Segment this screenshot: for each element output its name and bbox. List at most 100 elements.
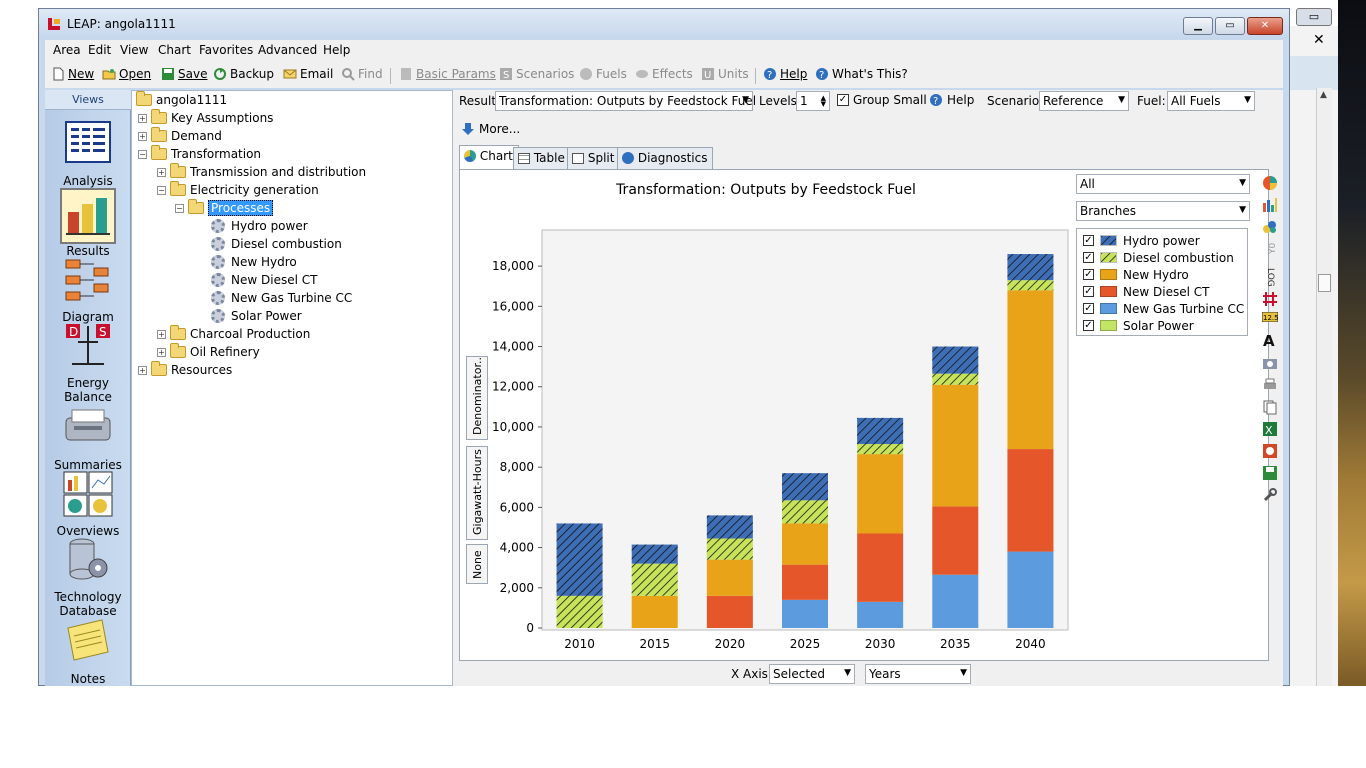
maximize-button[interactable]: ▭ bbox=[1215, 17, 1245, 35]
checkbox-checked-icon[interactable]: ✓ bbox=[1083, 286, 1094, 297]
view-analysis[interactable]: Analysis bbox=[45, 120, 131, 188]
collapse-icon[interactable]: − bbox=[138, 149, 147, 159]
background-window-button[interactable]: ▭ bbox=[1296, 8, 1332, 26]
units-button[interactable]: U Units bbox=[701, 67, 749, 81]
save-button[interactable]: Save bbox=[161, 67, 207, 81]
expand-icon[interactable]: + bbox=[138, 131, 147, 141]
print-icon[interactable] bbox=[1262, 377, 1278, 393]
filter-select-branches[interactable]: Branches ▼ bbox=[1076, 201, 1250, 221]
font-icon[interactable]: A bbox=[1262, 332, 1278, 348]
legend-item-new-diesel-ct[interactable]: ✓ New Diesel CT bbox=[1083, 283, 1209, 300]
y0-axis-icon[interactable]: Y0 bbox=[1262, 241, 1278, 257]
tree-node-processes[interactable]: − Processes bbox=[175, 199, 274, 217]
tab-split[interactable]: Split bbox=[567, 147, 621, 169]
close-icon[interactable]: ✕ bbox=[1313, 32, 1325, 48]
menu-chart[interactable]: Chart bbox=[158, 43, 191, 57]
checkbox-checked-icon[interactable]: ✓ bbox=[1083, 235, 1094, 246]
side-tab-gigawatt-hours[interactable]: Gigawatt-Hours bbox=[466, 446, 488, 540]
bar-segment[interactable] bbox=[706, 595, 753, 628]
levels-stepper[interactable]: 1 ▲ ▼ bbox=[796, 91, 830, 111]
bar-segment[interactable] bbox=[932, 574, 979, 628]
backup-button[interactable]: Backup bbox=[213, 67, 274, 81]
legend-item-hydro-power[interactable]: ✓ Hydro power bbox=[1083, 232, 1200, 249]
menu-view[interactable]: View bbox=[120, 43, 149, 57]
view-summaries[interactable]: Summaries bbox=[45, 404, 131, 472]
fuel-select[interactable]: All Fuels ▼ bbox=[1167, 91, 1255, 111]
tree-node-diesel-combustion[interactable]: Diesel combustion bbox=[211, 235, 342, 253]
checkbox-checked-icon[interactable]: ✓ bbox=[1083, 303, 1094, 314]
log-scale-icon[interactable]: LOG bbox=[1262, 265, 1278, 287]
tree-node-key-assumptions[interactable]: + Key Assumptions bbox=[138, 109, 273, 127]
legend-item-solar-power[interactable]: ✓ Solar Power bbox=[1083, 317, 1194, 334]
excel-export-icon[interactable]: X bbox=[1262, 421, 1278, 437]
xaxis-unit-select[interactable]: Years ▼ bbox=[865, 664, 971, 684]
tree-node-charcoal-production[interactable]: + Charcoal Production bbox=[157, 325, 310, 343]
bar-segment[interactable] bbox=[631, 595, 678, 628]
tree-node-new-gas-turbine-cc[interactable]: New Gas Turbine CC bbox=[211, 289, 352, 307]
basic-params-button[interactable]: Basic Params bbox=[399, 67, 496, 81]
email-button[interactable]: Email bbox=[283, 67, 333, 81]
bar-segment[interactable] bbox=[782, 599, 828, 628]
bar-segment[interactable] bbox=[1007, 290, 1054, 450]
expand-icon[interactable]: + bbox=[157, 329, 166, 339]
checkbox-checked-icon[interactable]: ✓ bbox=[1083, 252, 1094, 263]
checkbox-checked-icon[interactable]: ✓ bbox=[1083, 320, 1094, 331]
view-diagram[interactable]: Diagram bbox=[45, 256, 131, 324]
bar-segment[interactable] bbox=[782, 564, 828, 600]
save-chart-icon[interactable] bbox=[1262, 465, 1278, 481]
camera-icon[interactable] bbox=[1262, 355, 1278, 371]
chart-type-pie-icon[interactable] bbox=[1262, 175, 1278, 191]
scroll-thumb[interactable] bbox=[1318, 274, 1331, 292]
find-button[interactable]: Find bbox=[341, 67, 383, 81]
side-tab-none[interactable]: None bbox=[466, 544, 488, 584]
tree-node-transformation[interactable]: − Transformation bbox=[138, 145, 261, 163]
scenario-select[interactable]: Reference ▼ bbox=[1039, 91, 1129, 111]
expand-icon[interactable]: + bbox=[157, 347, 166, 357]
view-overviews[interactable]: Overviews bbox=[45, 470, 131, 538]
legend-item-new-hydro[interactable]: ✓ New Hydro bbox=[1083, 266, 1189, 283]
bar-segment[interactable] bbox=[932, 384, 979, 507]
close-button[interactable]: ✕ bbox=[1247, 17, 1283, 35]
bar-segment[interactable] bbox=[857, 454, 904, 534]
wrench-icon[interactable] bbox=[1262, 487, 1278, 503]
fuels-button[interactable]: Fuels bbox=[579, 67, 627, 81]
gridlines-icon[interactable] bbox=[1262, 291, 1278, 307]
collapse-icon[interactable]: − bbox=[157, 185, 166, 195]
tree-node-oil-refinery[interactable]: + Oil Refinery bbox=[157, 343, 260, 361]
tree-node-root[interactable]: angola1111 bbox=[136, 91, 227, 109]
tree-node-new-diesel-ct[interactable]: New Diesel CT bbox=[211, 271, 317, 289]
tree-node-resources[interactable]: + Resources bbox=[138, 361, 232, 379]
expand-icon[interactable]: + bbox=[138, 113, 147, 123]
tab-table[interactable]: Table bbox=[513, 147, 571, 169]
effects-button[interactable]: Effects bbox=[635, 67, 693, 81]
tree-node-new-hydro[interactable]: New Hydro bbox=[211, 253, 297, 271]
collapse-icon[interactable]: − bbox=[175, 203, 184, 213]
data-labels-icon[interactable]: 12.5 bbox=[1262, 312, 1278, 322]
xaxis-select[interactable]: Selected ▼ bbox=[769, 664, 855, 684]
bar-segment[interactable] bbox=[706, 559, 753, 596]
view-results[interactable]: Results bbox=[45, 188, 131, 258]
results-help-button[interactable]: ? Help bbox=[929, 93, 974, 107]
side-tab-denominator[interactable]: Denominator.. bbox=[466, 356, 488, 440]
tab-diagnostics[interactable]: Diagnostics bbox=[617, 147, 714, 169]
menu-favorites[interactable]: Favorites bbox=[199, 43, 254, 57]
view-notes[interactable]: Notes bbox=[45, 618, 131, 686]
background-scrollbar[interactable]: ▲ bbox=[1316, 88, 1332, 686]
tree-node-hydro-power[interactable]: Hydro power bbox=[211, 217, 308, 235]
powerpoint-export-icon[interactable] bbox=[1262, 443, 1278, 459]
menu-help[interactable]: Help bbox=[323, 43, 351, 57]
scenarios-button[interactable]: S Scenarios bbox=[499, 67, 574, 81]
expand-icon[interactable]: + bbox=[138, 365, 147, 375]
bar-segment[interactable] bbox=[1007, 449, 1054, 552]
tree-node-solar-power[interactable]: Solar Power bbox=[211, 307, 302, 325]
chart-type-bubble-icon[interactable] bbox=[1262, 219, 1278, 235]
checkbox-checked-icon[interactable]: ✓ bbox=[1083, 269, 1094, 280]
title-bar[interactable]: LEAP: angola1111 ▁ ▭ ✕ bbox=[39, 9, 1289, 39]
tree-node-electricity-generation[interactable]: − Electricity generation bbox=[157, 181, 319, 199]
bar-segment[interactable] bbox=[782, 523, 828, 565]
legend-item-new-gas-turbine-cc[interactable]: ✓ New Gas Turbine CC bbox=[1083, 300, 1244, 317]
bar-segment[interactable] bbox=[857, 601, 904, 628]
expand-icon[interactable]: + bbox=[157, 167, 166, 177]
group-small-checkbox[interactable]: ✓ Group Small bbox=[837, 93, 927, 107]
help-button[interactable]: ? Help bbox=[763, 67, 807, 81]
